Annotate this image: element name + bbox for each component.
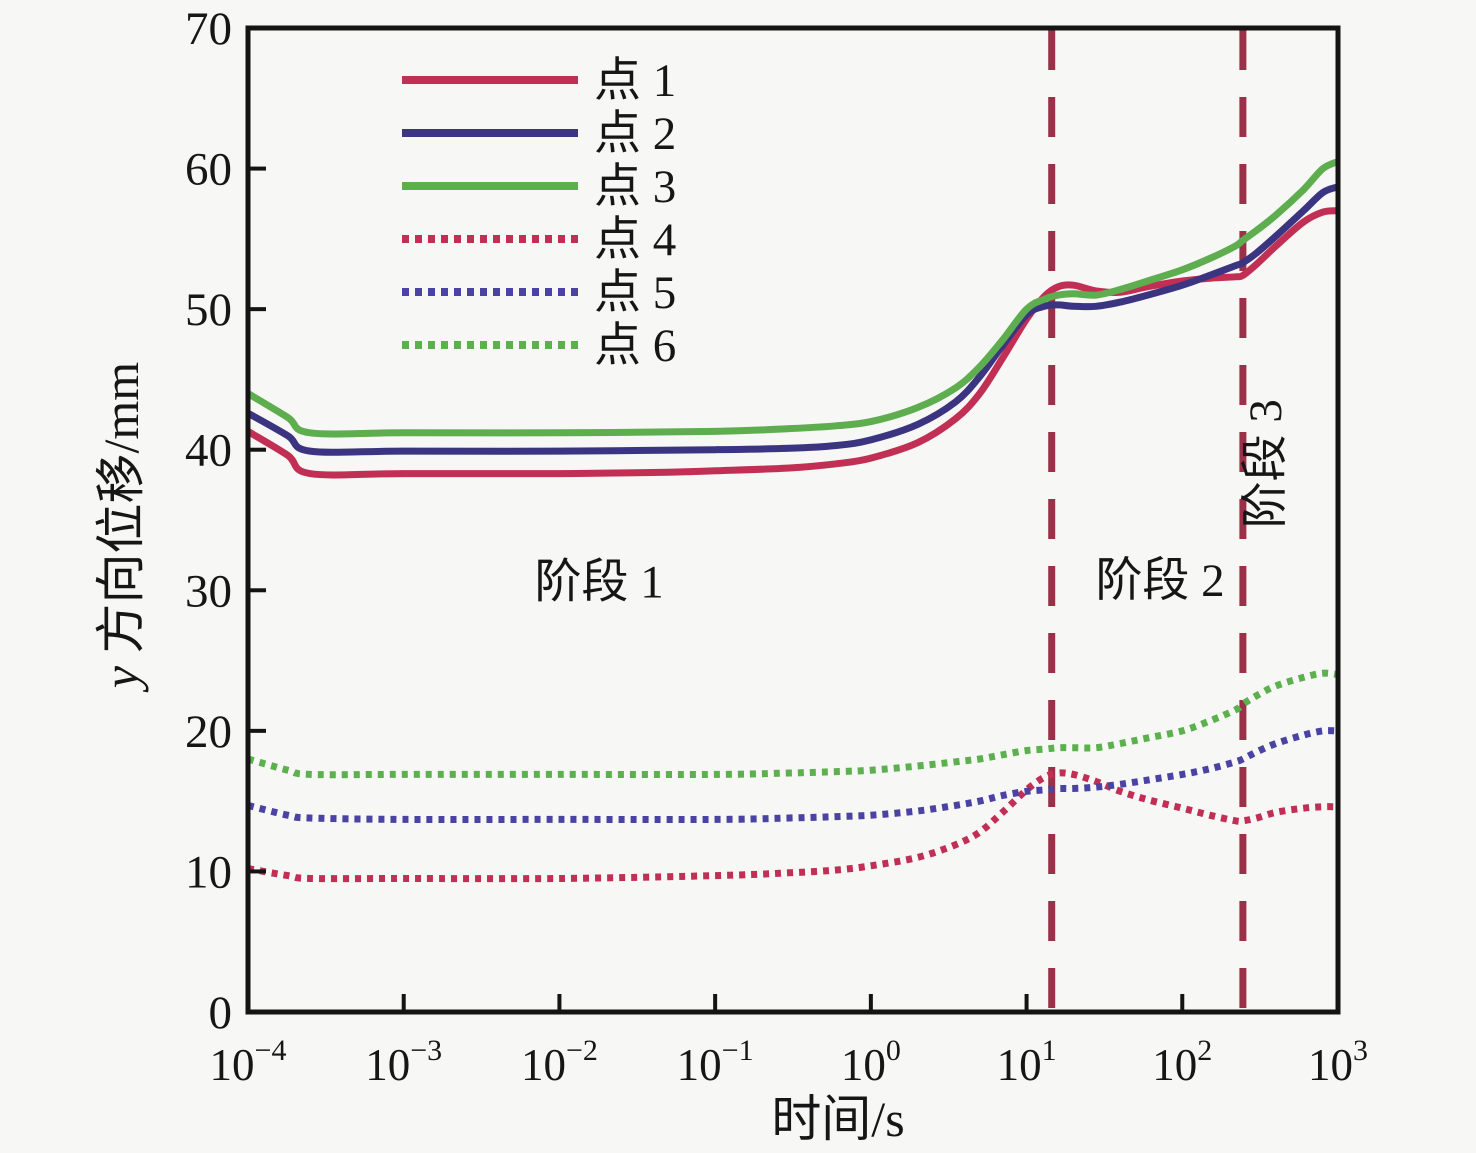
y-axis-tick-label: 50 (185, 284, 232, 336)
x-axis-tick-label: 102 (1152, 1034, 1212, 1090)
legend-label-3: 点 3 (594, 161, 676, 213)
y-axis-tick-label: 60 (185, 144, 232, 196)
x-axis-tick-label: 101 (997, 1034, 1057, 1090)
series-curves (246, 158, 1340, 883)
legend-label-4: 点 4 (594, 214, 676, 266)
stage-annotation-1: 阶段 1 (535, 556, 664, 608)
y-axis-tick-label: 20 (185, 706, 232, 758)
y-axis-tick-label: 0 (209, 987, 233, 1039)
series-line-2 (246, 183, 1340, 456)
x-axis-title: 时间/s (771, 1091, 904, 1147)
series-line-4 (247, 769, 1339, 883)
x-axis-tick-label: 10−3 (365, 1034, 442, 1090)
legend-label-5: 点 5 (594, 267, 676, 319)
x-axis-tick-label: 10−2 (521, 1034, 598, 1090)
legend-label-1: 点 1 (594, 55, 676, 107)
x-axis-tick-label: 10−4 (210, 1034, 287, 1090)
plot-border (245, 25, 1341, 1015)
series-line-3 (246, 158, 1340, 438)
stage-lines (1048, 30, 1247, 1010)
y-axis-tick-label: 70 (185, 3, 232, 55)
x-axis-tick-label: 103 (1308, 1034, 1368, 1090)
y-axis: 0 10 20 30 40 50 60 70 (185, 3, 266, 1039)
series-line-5 (247, 727, 1339, 824)
y-axis-tick-label: 40 (185, 425, 232, 477)
legend-label-6: 点 6 (594, 320, 676, 372)
legend: 点 1点 2点 3点 4点 5点 6 (402, 55, 676, 372)
x-axis-tick-label: 10−1 (677, 1034, 754, 1090)
legend-label-2: 点 2 (594, 108, 676, 160)
x-axis-tick-label: 100 (841, 1034, 901, 1090)
y-axis-title: y 方向位移/mm (93, 362, 149, 693)
stage-annotation-3: 阶段 3 (1240, 399, 1292, 528)
x-axis: 10−4 10−3 10−2 10−1 100 101 102 103 (210, 994, 1368, 1090)
stage-annotation-2: 阶段 2 (1095, 555, 1224, 607)
y-axis-tick-label: 10 (185, 846, 232, 898)
y-axis-tick-label: 30 (185, 565, 232, 617)
